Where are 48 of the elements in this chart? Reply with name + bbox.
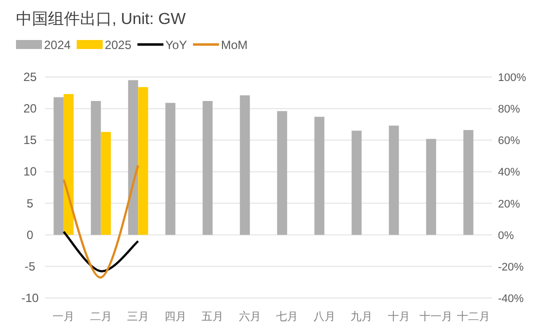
y-tick-label: 5 bbox=[26, 196, 34, 210]
bar bbox=[240, 95, 250, 235]
legend-label: YoY bbox=[165, 38, 187, 52]
y-tick-label: 20 bbox=[23, 102, 37, 116]
bar bbox=[54, 97, 64, 235]
x-tick-label: 六月 bbox=[238, 310, 261, 323]
x-tick-label: 二月 bbox=[90, 311, 112, 323]
bar bbox=[165, 102, 176, 235]
y2-tick-label: 80% bbox=[498, 104, 520, 116]
x-tick-label: 十二月 bbox=[456, 310, 490, 323]
legend-label: 2024 bbox=[44, 38, 72, 52]
legend-label: 2025 bbox=[104, 38, 132, 52]
y-tick-label: -10 bbox=[21, 291, 39, 305]
y2-tick-label: 100% bbox=[498, 72, 526, 84]
bar bbox=[463, 130, 474, 235]
y2-tick-label: -40% bbox=[498, 293, 524, 305]
chart-title: 中国组件出口, Unit: GW bbox=[16, 10, 187, 28]
y2-tick-label: 20% bbox=[498, 198, 520, 210]
x-tick-label: 七月 bbox=[276, 310, 298, 323]
bar bbox=[100, 132, 111, 235]
bar bbox=[314, 116, 324, 235]
x-tick-label: 一月 bbox=[52, 311, 75, 323]
legend-label: MoM bbox=[221, 38, 248, 52]
x-tick-label: 十月 bbox=[388, 310, 410, 323]
x-tick-label: 十一月 bbox=[420, 310, 453, 323]
y-tick-label: -5 bbox=[24, 259, 36, 274]
x-tick-label: 四月 bbox=[164, 311, 186, 323]
y2-tick-label: -20% bbox=[498, 261, 524, 274]
y-tick-label: 10 bbox=[23, 164, 37, 179]
bar bbox=[426, 138, 436, 235]
bar bbox=[64, 94, 74, 235]
bar bbox=[128, 80, 138, 235]
x-tick-label: 八月 bbox=[313, 311, 336, 323]
bar bbox=[202, 100, 213, 235]
y-tick-label: 25 bbox=[23, 70, 37, 84]
bar bbox=[388, 126, 399, 235]
y2-tick-label: 40% bbox=[498, 166, 520, 179]
y-tick-label: 15 bbox=[23, 133, 37, 148]
bar bbox=[352, 130, 362, 235]
y2-tick-label: 0% bbox=[498, 230, 514, 242]
y-tick-label: 0 bbox=[26, 228, 34, 242]
x-tick-label: 三月 bbox=[127, 311, 150, 323]
x-tick-label: 九月 bbox=[350, 310, 373, 323]
bar bbox=[138, 87, 148, 235]
bar bbox=[90, 100, 101, 235]
bar bbox=[277, 111, 288, 235]
y2-tick-label: 60% bbox=[498, 135, 520, 148]
x-tick-label: 五月 bbox=[202, 311, 224, 323]
